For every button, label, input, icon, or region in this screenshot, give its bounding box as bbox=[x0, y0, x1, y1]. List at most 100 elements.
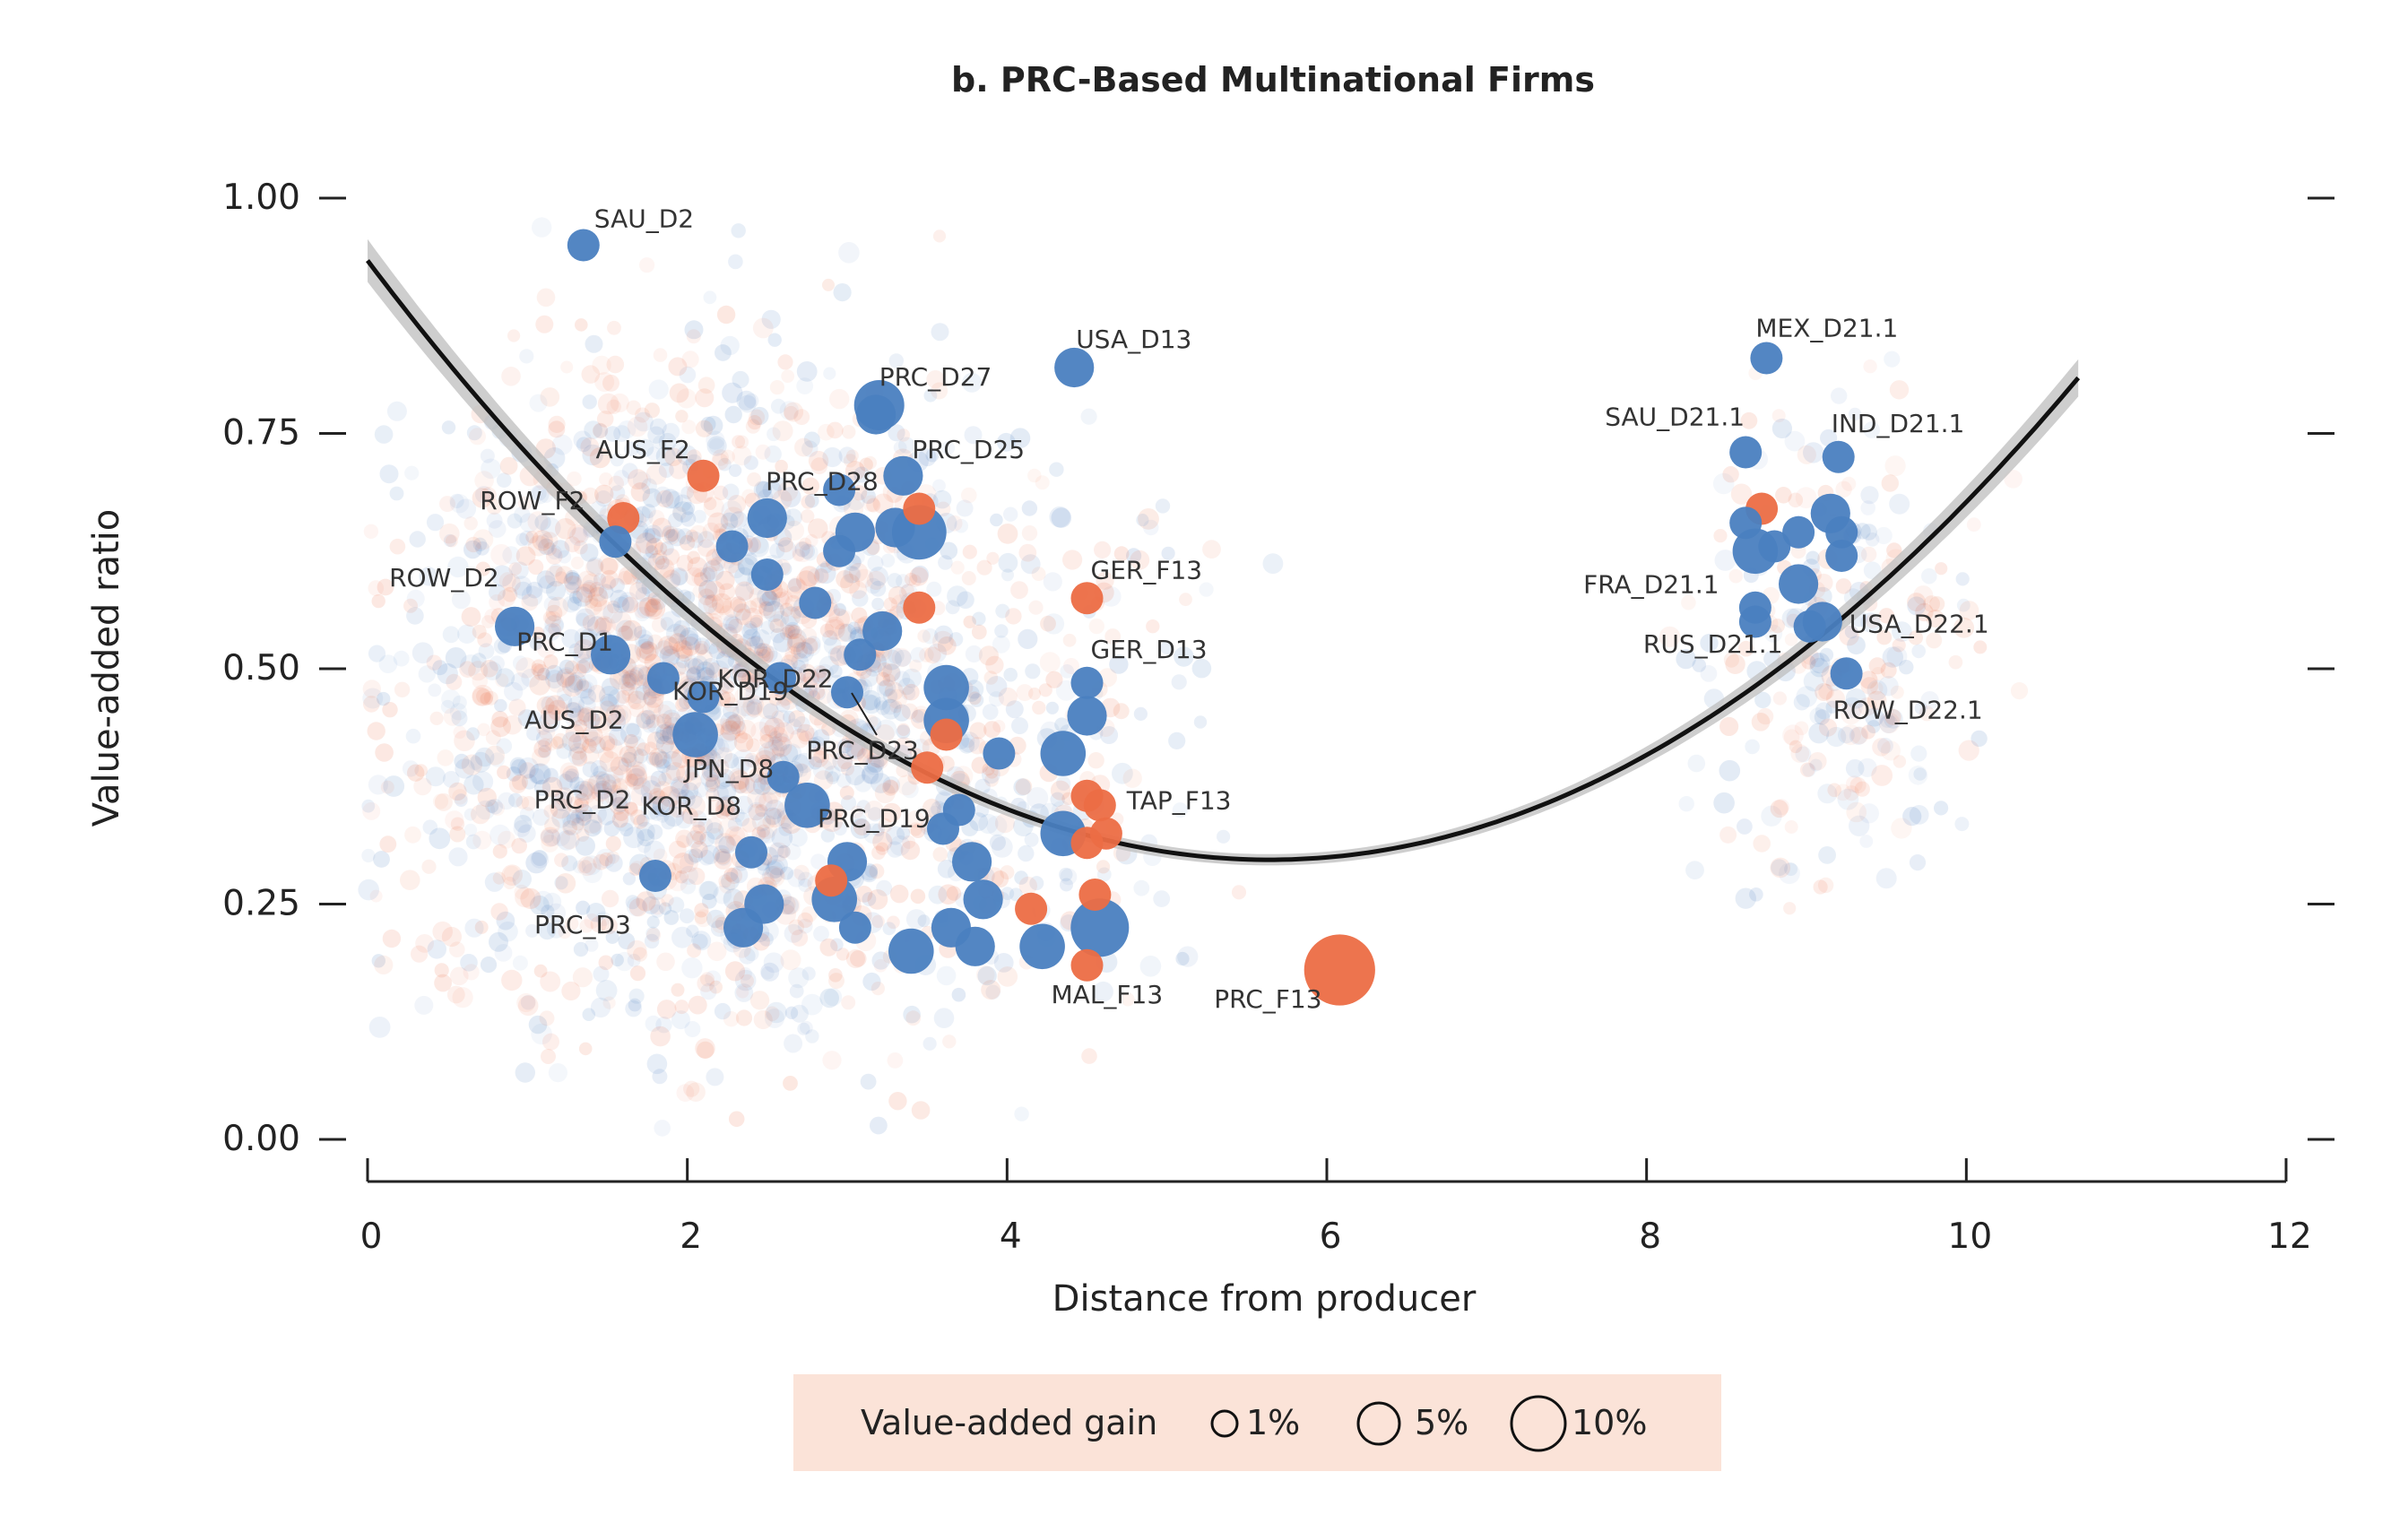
background-point bbox=[667, 870, 689, 892]
background-point bbox=[640, 641, 654, 654]
background-point bbox=[692, 831, 706, 845]
background-point bbox=[511, 758, 528, 776]
background-point bbox=[565, 768, 579, 783]
background-point bbox=[1009, 428, 1031, 449]
background-point bbox=[593, 965, 610, 983]
background-point bbox=[611, 811, 628, 828]
background-point bbox=[833, 283, 852, 302]
background-point bbox=[597, 747, 614, 763]
background-point bbox=[844, 566, 862, 584]
background-point bbox=[1863, 359, 1877, 374]
background-point bbox=[1700, 665, 1718, 682]
background-point bbox=[1908, 766, 1928, 785]
background-point bbox=[582, 724, 603, 747]
background-point bbox=[706, 799, 726, 818]
background-point bbox=[780, 615, 799, 634]
background-point bbox=[958, 732, 980, 753]
background-point bbox=[623, 746, 645, 767]
background-point bbox=[489, 931, 508, 952]
background-point bbox=[627, 416, 648, 437]
background-point bbox=[1863, 561, 1882, 580]
background-point bbox=[521, 796, 537, 811]
background-point bbox=[763, 952, 784, 974]
point-row-d22-1 bbox=[1830, 657, 1863, 690]
background-point bbox=[723, 614, 740, 631]
background-point bbox=[793, 864, 810, 881]
background-point bbox=[375, 743, 394, 762]
background-point bbox=[578, 1042, 593, 1056]
background-point bbox=[1838, 726, 1855, 744]
background-point bbox=[983, 721, 1001, 739]
background-point bbox=[761, 590, 778, 606]
background-point bbox=[548, 622, 562, 636]
background-point bbox=[676, 789, 696, 809]
background-point bbox=[589, 593, 608, 612]
background-point bbox=[1063, 658, 1079, 674]
background-point bbox=[998, 552, 1018, 573]
background-point bbox=[708, 660, 730, 681]
point bbox=[1738, 605, 1771, 638]
background-point bbox=[572, 586, 593, 607]
background-point bbox=[888, 424, 905, 442]
background-point bbox=[745, 683, 767, 705]
background-point bbox=[1795, 487, 1817, 509]
point-ger-f13 bbox=[1070, 582, 1104, 615]
background-point bbox=[445, 810, 464, 830]
background-point bbox=[728, 561, 745, 579]
background-point bbox=[836, 754, 853, 770]
background-point bbox=[761, 966, 775, 980]
background-point bbox=[478, 643, 495, 660]
background-point bbox=[1958, 740, 1979, 761]
background-point bbox=[536, 721, 550, 735]
background-point bbox=[657, 636, 679, 656]
background-point bbox=[502, 574, 521, 593]
background-point bbox=[1882, 646, 1903, 668]
background-point bbox=[601, 575, 617, 591]
point bbox=[735, 835, 767, 869]
background-point bbox=[608, 727, 628, 746]
background-point bbox=[784, 594, 802, 612]
point bbox=[750, 558, 784, 591]
background-point bbox=[658, 432, 677, 451]
background-point bbox=[828, 973, 845, 990]
background-point bbox=[597, 807, 616, 826]
background-point bbox=[704, 497, 717, 510]
background-point bbox=[723, 697, 739, 713]
background-point bbox=[544, 818, 560, 834]
background-point bbox=[645, 463, 667, 485]
background-point bbox=[593, 422, 609, 438]
background-point bbox=[1909, 854, 1927, 871]
background-point bbox=[665, 762, 686, 782]
background-point bbox=[870, 580, 887, 597]
background-point bbox=[744, 552, 758, 566]
background-point bbox=[426, 514, 445, 532]
background-point bbox=[882, 673, 896, 687]
background-point bbox=[715, 747, 733, 764]
background-point bbox=[656, 714, 672, 730]
background-point bbox=[606, 355, 625, 374]
point-label: PRC_D3 bbox=[534, 910, 631, 939]
background-point bbox=[579, 919, 593, 933]
background-point bbox=[511, 561, 529, 580]
background-point bbox=[671, 776, 689, 795]
background-point bbox=[559, 829, 580, 850]
background-point bbox=[705, 774, 721, 790]
background-point bbox=[792, 541, 814, 563]
background-point bbox=[780, 949, 801, 971]
background-point bbox=[463, 823, 478, 837]
background-point bbox=[990, 513, 1003, 527]
background-point bbox=[598, 553, 619, 575]
background-point bbox=[1818, 846, 1836, 864]
background-point bbox=[583, 727, 599, 742]
background-point bbox=[1803, 671, 1824, 692]
background-point bbox=[517, 995, 539, 1017]
background-point bbox=[919, 647, 934, 662]
background-point bbox=[1659, 626, 1681, 648]
background-point bbox=[548, 420, 566, 438]
background-point bbox=[660, 645, 678, 662]
background-point bbox=[368, 775, 388, 795]
background-point bbox=[679, 908, 695, 924]
background-point bbox=[791, 653, 810, 671]
background-point bbox=[767, 333, 782, 347]
background-point bbox=[1907, 596, 1927, 616]
